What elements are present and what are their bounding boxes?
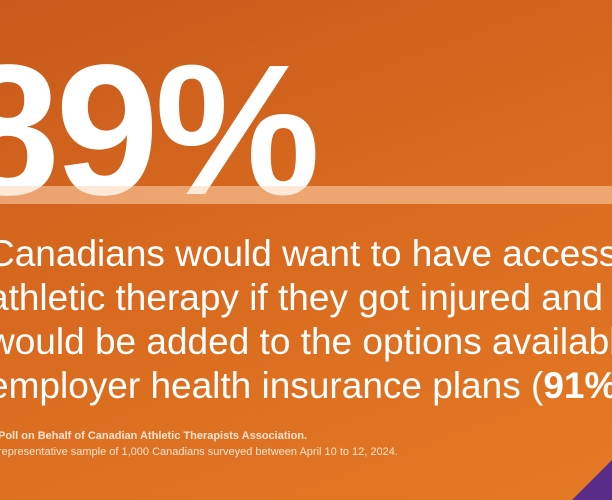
statement-line-3: would be added to the options available … [0, 321, 612, 362]
highlight-percentage: 91% [543, 365, 612, 406]
divider-bar [0, 186, 612, 204]
statement-line-4: employer health insurance plans (91%). [0, 364, 612, 408]
source-note: Poll on Behalf of Canadian Athletic Ther… [0, 428, 398, 460]
statement-line-2: athletic therapy if they got injured and… [0, 277, 612, 318]
statement-line-1: Canadians would want to have access [0, 233, 612, 274]
statement-line-4-text: employer health insurance plans ( [0, 365, 544, 406]
corner-accent [572, 460, 612, 500]
statement-text: Canadians would want to have access athl… [0, 232, 612, 408]
source-line-2: representative sample of 1,000 Canadians… [0, 446, 398, 458]
source-line-1: Poll on Behalf of Canadian Athletic Ther… [0, 430, 308, 442]
